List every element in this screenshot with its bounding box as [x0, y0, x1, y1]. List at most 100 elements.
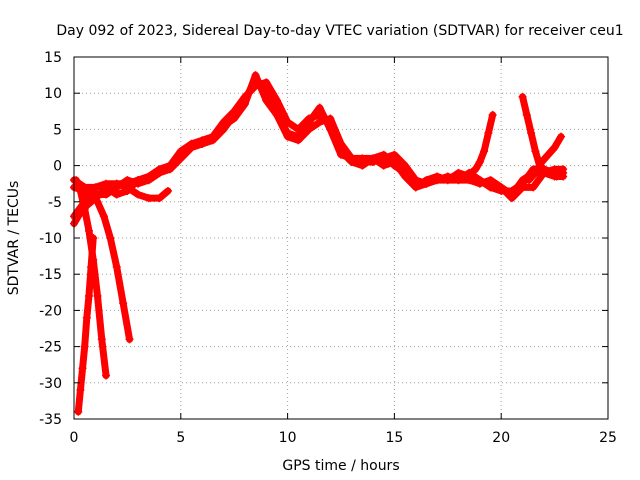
data-point: [72, 176, 81, 185]
data-point: [144, 194, 153, 203]
data-point: [163, 186, 172, 195]
data-point: [99, 212, 108, 221]
data-point: [93, 291, 102, 300]
data-point: [358, 154, 367, 163]
data-point: [550, 143, 559, 152]
data-point: [78, 364, 87, 373]
data-point: [208, 132, 217, 141]
data-point: [529, 183, 538, 192]
data-point: [272, 110, 281, 119]
data-point: [358, 161, 367, 170]
data-point: [401, 172, 410, 181]
data-point: [518, 92, 527, 101]
data-point: [272, 96, 281, 105]
data-point: [546, 168, 555, 177]
data-point: [294, 132, 303, 141]
data-point: [262, 78, 271, 87]
data-point: [379, 150, 388, 159]
data-point: [144, 176, 153, 185]
series-trace: [525, 133, 565, 184]
y-tick-label: -5: [48, 195, 62, 211]
data-point: [443, 172, 452, 181]
data-point: [134, 176, 143, 185]
data-point: [531, 168, 540, 177]
data-point: [80, 186, 89, 195]
data-point: [155, 194, 164, 203]
y-tick-label: -10: [39, 231, 62, 247]
y-tick-labels: 15 10 5 0 -5 -10 -15 -20 -25 -30 -35: [39, 50, 62, 428]
data-point: [497, 183, 506, 192]
series-arc-left: [70, 179, 172, 228]
data-point: [251, 71, 260, 80]
y-axis-label: SDTVAR / TECUs: [6, 181, 22, 296]
series-trace: [81, 187, 134, 343]
data-point: [552, 172, 561, 181]
series-spike-21: [518, 92, 561, 181]
data-point: [454, 176, 463, 185]
data-point: [91, 183, 100, 192]
data-layer: [70, 71, 568, 416]
data-point: [304, 118, 313, 127]
data-point: [87, 262, 96, 271]
x-tick-label: 15: [385, 430, 403, 446]
data-point: [559, 165, 568, 174]
data-point: [125, 335, 134, 344]
y-tick-label: 5: [53, 122, 62, 138]
data-point: [557, 132, 566, 141]
data-point: [486, 176, 495, 185]
data-point: [230, 114, 239, 123]
data-point: [219, 121, 228, 130]
axis-ticks: [73, 56, 609, 420]
data-point: [176, 147, 185, 156]
data-point: [531, 147, 540, 156]
data-point: [283, 129, 292, 138]
series-dive-c: [80, 186, 134, 344]
data-point: [326, 125, 335, 134]
data-point: [80, 342, 89, 351]
data-point: [166, 161, 175, 170]
x-tick-label: 5: [176, 430, 185, 446]
data-point: [475, 157, 484, 166]
data-point: [471, 165, 480, 174]
data-point: [411, 183, 420, 192]
data-point: [97, 335, 106, 344]
data-point: [537, 157, 546, 166]
y-tick-label: 15: [44, 50, 62, 66]
data-point: [240, 100, 249, 109]
data-point: [102, 371, 111, 380]
data-point: [89, 234, 98, 242]
data-point: [518, 183, 527, 192]
series-rise-22: [524, 132, 566, 185]
chart-title: Day 092 of 2023, Sidereal Day-to-day VTE…: [56, 23, 623, 39]
data-point: [454, 168, 463, 177]
data-point: [527, 129, 536, 138]
data-point: [187, 139, 196, 148]
series-main-3: [70, 71, 568, 203]
data-point: [390, 157, 399, 166]
data-point: [106, 234, 115, 242]
data-point: [480, 147, 489, 156]
data-point: [337, 150, 345, 159]
data-point: [76, 386, 85, 395]
y-tick-label: -25: [39, 340, 62, 356]
data-point: [112, 190, 121, 199]
y-tick-label: -20: [39, 303, 62, 319]
data-point: [315, 118, 324, 127]
data-point: [379, 161, 388, 170]
data-point: [262, 96, 271, 105]
data-point: [486, 183, 495, 192]
data-point: [84, 226, 93, 235]
data-point: [155, 168, 164, 177]
y-tick-label: -35: [39, 412, 62, 428]
x-tick-label: 10: [279, 430, 297, 446]
data-point: [507, 194, 516, 203]
data-point: [522, 110, 531, 119]
data-point: [84, 291, 93, 300]
x-tick-label: 25: [599, 430, 617, 446]
series-trace: [467, 111, 497, 177]
y-tick-label: 0: [53, 159, 62, 175]
y-tick-label: -15: [39, 267, 62, 283]
data-point: [369, 154, 378, 163]
x-tick-label: 0: [70, 430, 79, 446]
